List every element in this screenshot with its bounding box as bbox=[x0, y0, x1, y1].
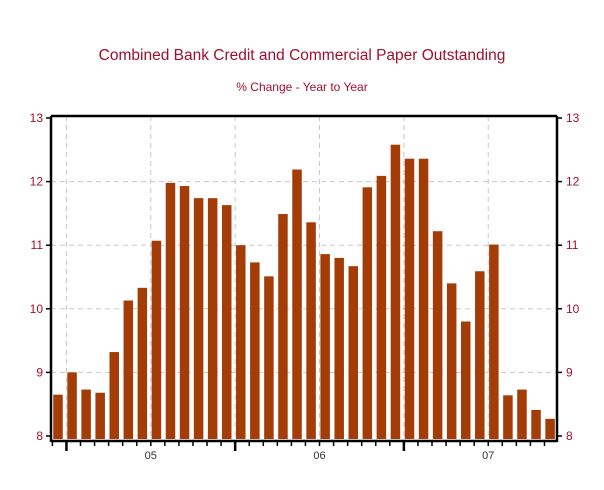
bar bbox=[390, 144, 401, 439]
bar bbox=[432, 231, 443, 439]
bar bbox=[503, 395, 513, 439]
bar bbox=[446, 283, 457, 439]
bar bbox=[67, 372, 77, 439]
bar bbox=[418, 158, 429, 440]
bar bbox=[531, 409, 541, 439]
bar bbox=[221, 205, 232, 439]
y-tick-label-right: 9 bbox=[566, 365, 573, 379]
y-tick-label-left: 12 bbox=[30, 175, 44, 189]
chart-subtitle: % Change - Year to Year bbox=[236, 80, 368, 94]
bar bbox=[404, 158, 415, 440]
bar bbox=[475, 271, 485, 439]
y-tick-label-left: 9 bbox=[36, 365, 43, 379]
bar bbox=[207, 198, 218, 439]
bar bbox=[179, 186, 190, 439]
bar bbox=[123, 300, 134, 439]
y-tick-label-left: 13 bbox=[30, 111, 44, 125]
bar bbox=[264, 276, 274, 439]
bar bbox=[109, 352, 119, 439]
bar bbox=[151, 240, 162, 439]
bar bbox=[334, 257, 344, 439]
bar bbox=[460, 321, 471, 439]
bar bbox=[236, 245, 246, 439]
y-tick-label-left: 8 bbox=[36, 429, 43, 443]
bar bbox=[545, 418, 555, 439]
bar bbox=[95, 392, 105, 439]
y-tick-label-left: 10 bbox=[30, 302, 44, 316]
bar bbox=[489, 244, 499, 439]
y-tick-label-left: 11 bbox=[31, 238, 44, 252]
bar bbox=[137, 287, 148, 439]
bar bbox=[165, 182, 176, 439]
chart-title: Combined Bank Credit and Commercial Pape… bbox=[98, 47, 506, 64]
bar bbox=[53, 394, 63, 439]
y-tick-label-right: 11 bbox=[566, 238, 579, 252]
bar bbox=[278, 214, 288, 439]
bar bbox=[517, 389, 527, 439]
x-tick-label: 07 bbox=[482, 450, 494, 462]
bar bbox=[348, 266, 359, 439]
x-tick-label: 05 bbox=[145, 450, 157, 462]
y-tick-label-right: 10 bbox=[566, 302, 580, 316]
y-tick-label-right: 8 bbox=[566, 429, 573, 443]
bar bbox=[376, 175, 387, 439]
x-tick-label: 06 bbox=[313, 450, 325, 462]
bar bbox=[362, 187, 373, 439]
bar bbox=[320, 254, 330, 439]
bar bbox=[193, 198, 204, 439]
bar bbox=[250, 262, 260, 439]
bar bbox=[306, 222, 316, 439]
y-tick-label-right: 12 bbox=[566, 175, 580, 189]
bar bbox=[292, 169, 302, 440]
y-tick-label-right: 13 bbox=[566, 111, 580, 125]
bar bbox=[81, 389, 91, 439]
